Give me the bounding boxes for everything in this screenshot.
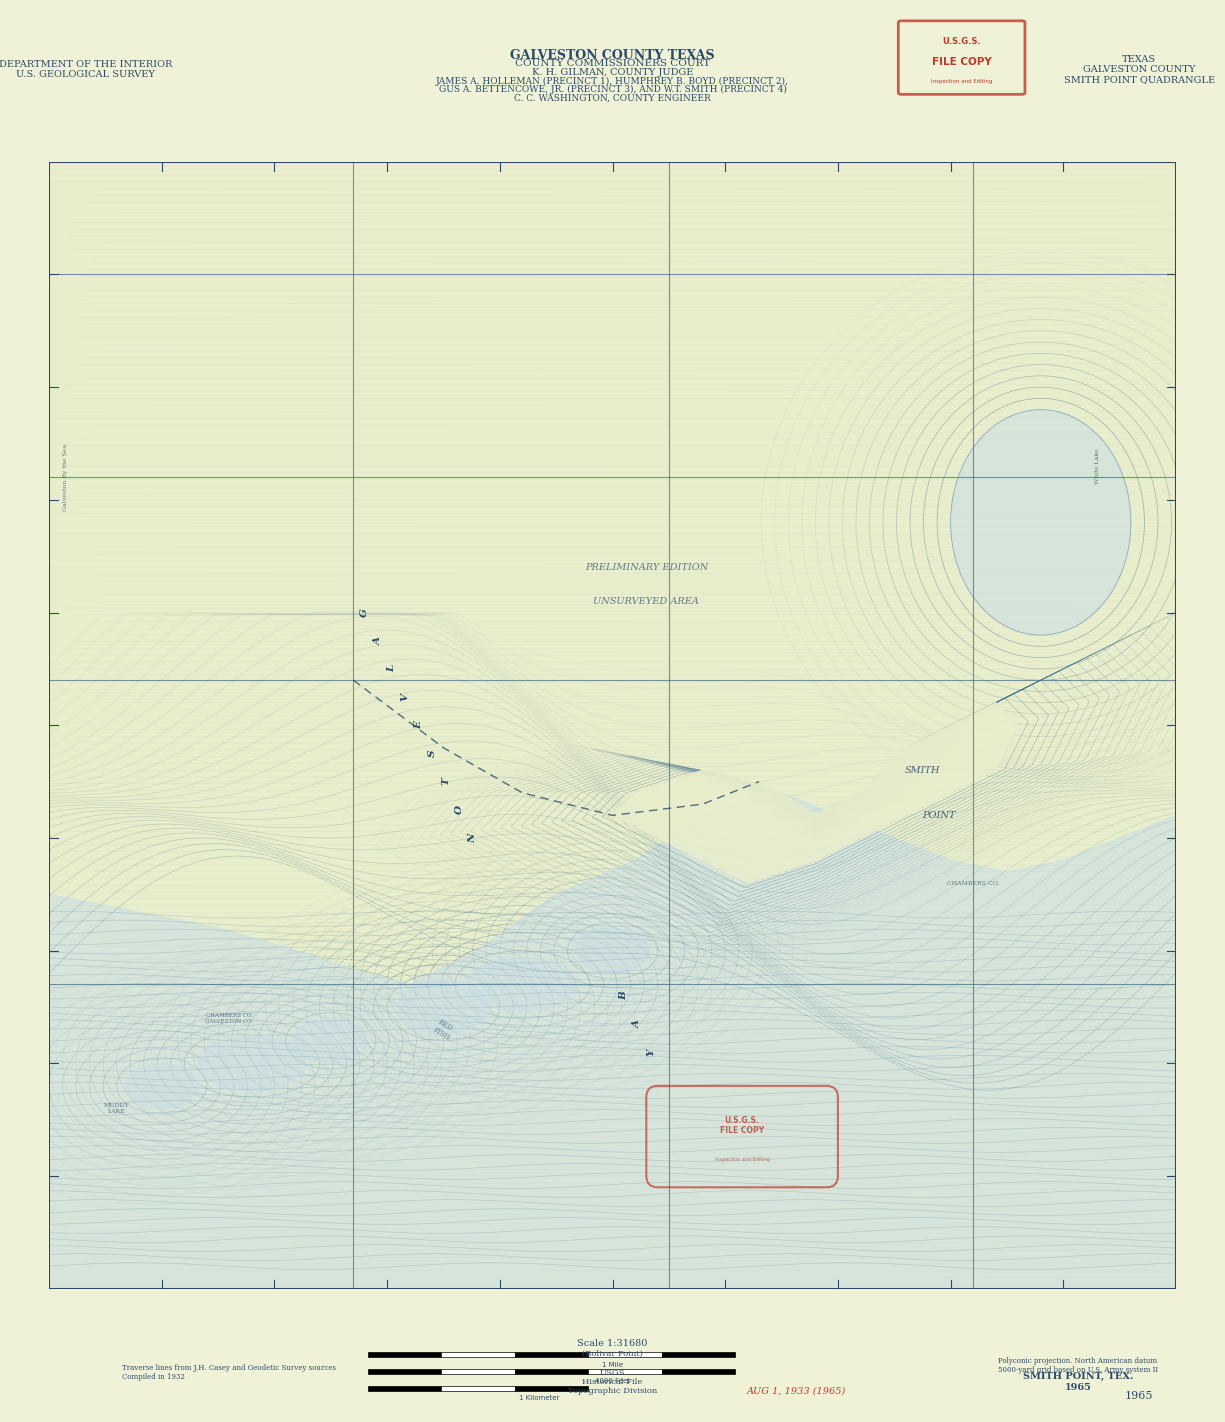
Polygon shape [197,1037,306,1091]
Text: UNSURVEYED AREA: UNSURVEYED AREA [593,597,699,606]
Bar [441,1352,514,1358]
Text: Polyconic projection. North American datum
5000-yard grid based on U.S. Army sys: Polyconic projection. North American dat… [998,1357,1158,1374]
Bar [441,1385,514,1391]
Bar [588,1352,662,1358]
Text: Y: Y [647,1048,655,1055]
Text: Galveston By the Sea: Galveston By the Sea [64,444,69,510]
Text: E: E [414,721,423,729]
Text: 1965: 1965 [1125,1391,1154,1402]
Polygon shape [577,929,648,973]
Bar [368,1369,441,1374]
Text: GALVESTON COUNTY TEXAS: GALVESTON COUNTY TEXAS [510,48,715,63]
Text: GUS A. BETTENCOWE, JR. (PRECINCT 3), AND W.T. SMITH (PRECINCT 4): GUS A. BETTENCOWE, JR. (PRECINCT 3), AND… [439,85,786,94]
Bar [368,1385,441,1391]
Text: RED
FISH: RED FISH [431,1018,456,1041]
Text: USGS
Historical File
Topographic Division: USGS Historical File Topographic Divisio… [568,1369,657,1395]
Text: (Bolivar Point): (Bolivar Point) [582,1349,643,1358]
Text: Traverse lines from J.H. Casey and Geodetic Survey sources
Compiled in 1932: Traverse lines from J.H. Casey and Geode… [122,1364,337,1381]
Text: A: A [633,1020,642,1028]
Text: U.S.G.S.
FILE COPY: U.S.G.S. FILE COPY [720,1116,764,1135]
Text: TEXAS
GALVESTON COUNTY
SMITH POINT QUADRANGLE: TEXAS GALVESTON COUNTY SMITH POINT QUADR… [1063,55,1215,84]
Polygon shape [951,410,1131,636]
Text: V: V [401,693,409,701]
Text: K. H. GILMAN, COUNTY JUDGE: K. H. GILMAN, COUNTY JUDGE [532,68,693,77]
Bar [368,1352,441,1358]
Text: 4000 Feet: 4000 Feet [595,1378,630,1384]
Text: A: A [374,637,382,644]
Text: AUG 1, 1933 (1965): AUG 1, 1933 (1965) [746,1386,846,1395]
Text: 1 Kilometer: 1 Kilometer [519,1395,559,1401]
Polygon shape [398,980,489,1034]
Bar [662,1369,735,1374]
Text: DEPARTMENT OF THE INTERIOR
U.S. GEOLOGICAL SURVEY: DEPARTMENT OF THE INTERIOR U.S. GEOLOGIC… [0,60,173,80]
Bar [441,1369,514,1374]
Text: G: G [360,609,369,617]
Text: JAMES A. HOLLEMAN (PRECINCT 1), HUMPHREY B. BOYD (PRECINCT 2),: JAMES A. HOLLEMAN (PRECINCT 1), HUMPHREY… [436,77,789,85]
Text: CHAMBERS CO.: CHAMBERS CO. [947,880,1000,886]
Text: SMITH POINT, TEX.
1965: SMITH POINT, TEX. 1965 [1023,1372,1133,1392]
Bar [514,1385,588,1391]
Text: Inspection and Editing: Inspection and Editing [714,1156,769,1162]
Text: MUDDY
LAKE: MUDDY LAKE [104,1103,130,1113]
Polygon shape [612,702,1018,883]
Text: C. C. WASHINGTON, COUNTY ENGINEER: C. C. WASHINGTON, COUNTY ENGINEER [514,94,710,102]
Text: Scale 1:31680: Scale 1:31680 [577,1340,648,1348]
Bar [514,1352,588,1358]
Bar [662,1352,735,1358]
Text: U.S.G.S.: U.S.G.S. [942,37,981,47]
Text: PRELIMINARY EDITION: PRELIMINARY EDITION [584,563,708,572]
Bar [514,1369,588,1374]
Text: POINT: POINT [922,811,956,820]
Bar [588,1369,662,1374]
Text: SMITH: SMITH [905,766,940,775]
Text: N: N [468,833,478,843]
Polygon shape [126,1064,197,1108]
Text: L: L [387,665,396,673]
Text: CHAMBERS CO.
GALVESTON CO.: CHAMBERS CO. GALVESTON CO. [206,1012,254,1024]
Text: COUNTY COMMISSIONERS COURT: COUNTY COMMISSIONERS COURT [514,60,710,68]
Text: FILE COPY: FILE COPY [932,57,991,67]
Text: O: O [454,805,464,815]
Polygon shape [295,1018,366,1064]
Text: B: B [620,991,628,1000]
Text: Inspection and Editing: Inspection and Editing [931,78,992,84]
Text: T: T [441,778,451,785]
Polygon shape [49,793,1176,1288]
Text: White Lake: White Lake [1095,448,1100,483]
Text: S: S [428,749,436,757]
Text: 1 Mile: 1 Mile [601,1362,624,1368]
Polygon shape [468,957,577,1011]
